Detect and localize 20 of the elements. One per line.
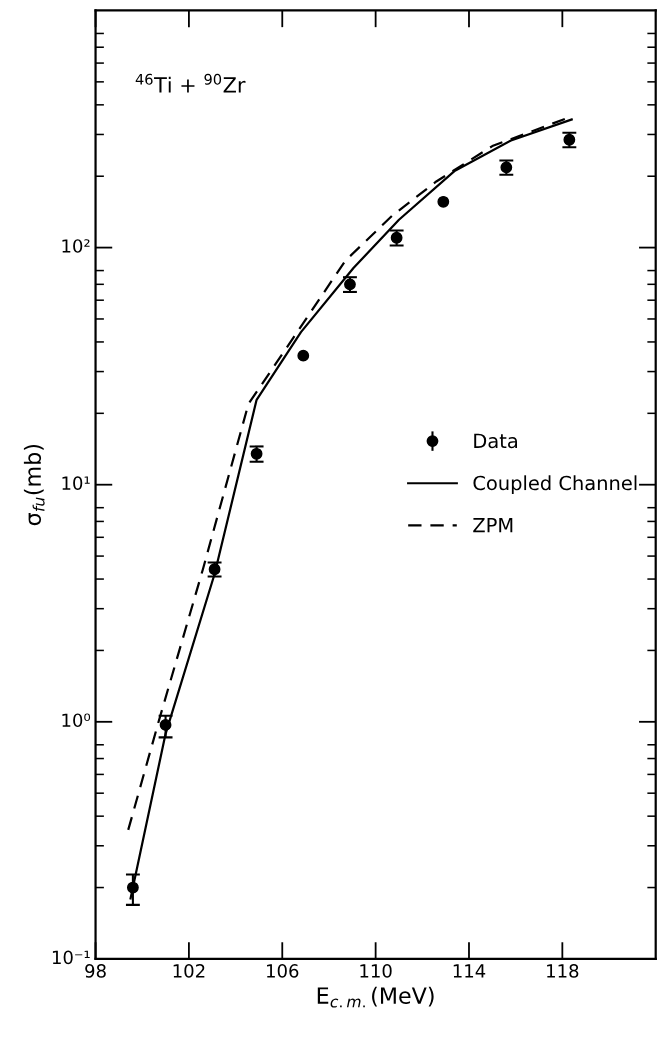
x-tick-label: 114 [453, 964, 486, 978]
x-tick-label: 110 [360, 964, 392, 978]
x-tick-label: 98 [85, 964, 106, 978]
point [126, 881, 139, 894]
y-tick-label: 10¹ [62, 476, 90, 490]
y-tick-label: 10⁻¹ [52, 950, 90, 965]
x-tick-label: 106 [267, 964, 299, 978]
y-tick-label: 10⁰ [62, 713, 91, 728]
point [159, 719, 172, 731]
legend-label: Coupled Channel [473, 475, 637, 495]
legend-label: ZPM [473, 518, 513, 533]
x-tick-label: 102 [173, 964, 205, 978]
point [297, 349, 310, 362]
y-tick-label: 10² [62, 239, 90, 253]
legend-label: Data [474, 433, 518, 449]
x-axis-title: E$_{c.m.}$(MeV) [317, 986, 434, 1008]
x-tick-label: 118 [547, 964, 579, 978]
point [437, 195, 450, 208]
annotation: $^{46}$Ti + $^{90}$Zr [135, 73, 246, 93]
y-axis-title: σ$_{fu}$(mb) [23, 444, 45, 526]
